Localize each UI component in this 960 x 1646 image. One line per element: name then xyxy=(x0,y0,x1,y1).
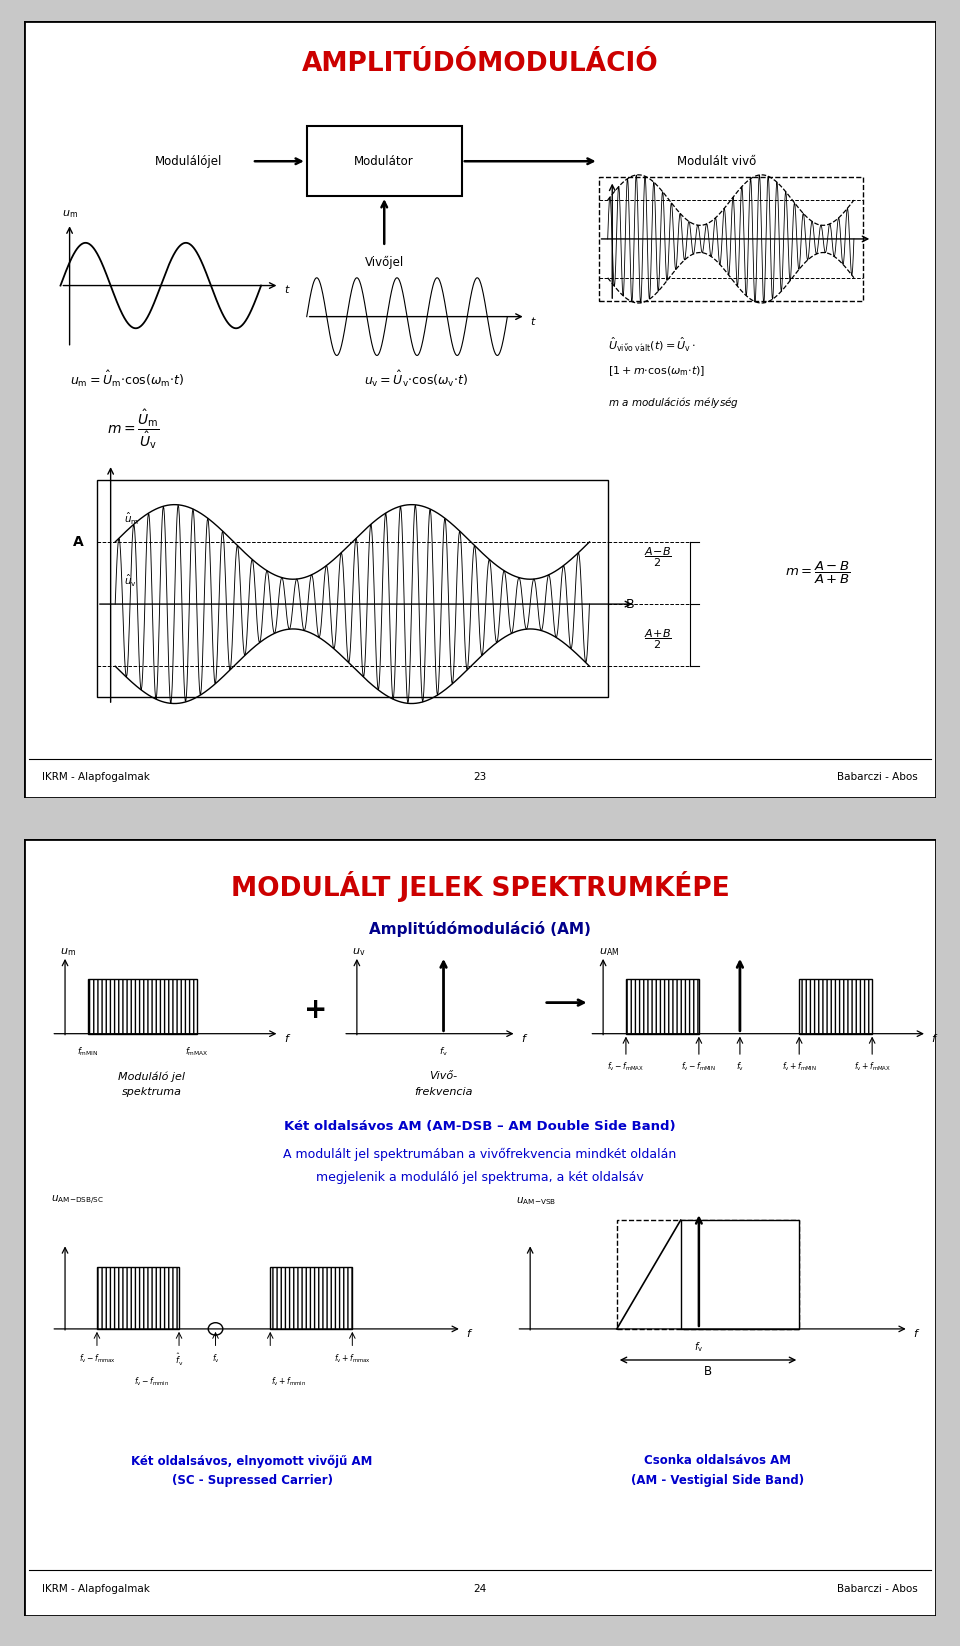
Bar xyxy=(271,1267,352,1328)
Text: IKRM - Alapfogalmak: IKRM - Alapfogalmak xyxy=(42,1583,150,1595)
Text: $m$ a modulációs mélység: $m$ a modulációs mélység xyxy=(608,395,739,410)
Text: $u_{\rm m}$: $u_{\rm m}$ xyxy=(62,207,79,219)
Text: $f_{\rm v}-f_{\rm mmax}$: $f_{\rm v}-f_{\rm mmax}$ xyxy=(79,1353,115,1365)
Text: Vivő-: Vivő- xyxy=(429,1072,458,1081)
Text: $f$: $f$ xyxy=(913,1327,921,1338)
Bar xyxy=(599,176,863,301)
Text: $f_{\rm v}-f_{\rm mMAX}$: $f_{\rm v}-f_{\rm mMAX}$ xyxy=(608,1062,644,1073)
Circle shape xyxy=(208,1323,223,1335)
Text: $m = \dfrac{A - B}{A + B}$: $m = \dfrac{A - B}{A + B}$ xyxy=(784,560,851,586)
Text: B: B xyxy=(704,1365,712,1378)
Text: $f_{\rm mMIN}$: $f_{\rm mMIN}$ xyxy=(77,1045,99,1058)
Text: $f$: $f$ xyxy=(467,1327,473,1338)
Bar xyxy=(88,979,198,1034)
Text: IKRM - Alapfogalmak: IKRM - Alapfogalmak xyxy=(42,772,150,782)
Text: $f$: $f$ xyxy=(931,1032,939,1044)
Text: $f_{\rm mMAX}$: $f_{\rm mMAX}$ xyxy=(185,1045,209,1058)
Bar xyxy=(681,1220,800,1328)
Text: Moduláló jel: Moduláló jel xyxy=(118,1072,185,1081)
Text: Két oldalsávos, elnyomott vivőjű AM: Két oldalsávos, elnyomott vivőjű AM xyxy=(132,1455,372,1468)
Text: $\hat{f}_{\rm v}$: $\hat{f}_{\rm v}$ xyxy=(175,1353,183,1368)
Text: Amplitúdómoduláció (AM): Amplitúdómoduláció (AM) xyxy=(369,920,591,937)
Text: $t$: $t$ xyxy=(284,283,291,295)
Text: $\dfrac{A\!-\!B}{2}$: $\dfrac{A\!-\!B}{2}$ xyxy=(644,546,672,570)
Text: $\hat{u}_{\rm v}$: $\hat{u}_{\rm v}$ xyxy=(125,573,137,589)
Text: $f_{\rm v}$: $f_{\rm v}$ xyxy=(694,1340,704,1355)
Text: $[1 + m{\cdot}\cos(\omega_{\rm m}{\cdot}t)]$: $[1 + m{\cdot}\cos(\omega_{\rm m}{\cdot}… xyxy=(608,364,705,379)
Text: spektruma: spektruma xyxy=(122,1086,181,1096)
Text: A: A xyxy=(73,535,84,548)
Text: megjelenik a moduláló jel spektruma, a két oldalsáv: megjelenik a moduláló jel spektruma, a k… xyxy=(316,1170,644,1183)
Text: 23: 23 xyxy=(473,772,487,782)
Text: $u_{\rm AM}$: $u_{\rm AM}$ xyxy=(599,946,619,958)
Text: $u_{\rm AM\!-\!DSB/SC}$: $u_{\rm AM\!-\!DSB/SC}$ xyxy=(52,1195,105,1207)
Text: $f_{\rm v}$: $f_{\rm v}$ xyxy=(439,1045,448,1058)
Text: $f_{\rm v}-f_{\rm mmin}$: $f_{\rm v}-f_{\rm mmin}$ xyxy=(134,1376,169,1388)
Text: Babarczi - Abos: Babarczi - Abos xyxy=(837,772,918,782)
Text: AMPLITÚDÓMODULÁCIÓ: AMPLITÚDÓMODULÁCIÓ xyxy=(301,51,659,77)
Text: $\hat{u}_{\rm m}$: $\hat{u}_{\rm m}$ xyxy=(125,510,139,527)
Text: B: B xyxy=(626,597,635,611)
Bar xyxy=(617,1220,799,1328)
Text: $f_{\rm v}$: $f_{\rm v}$ xyxy=(211,1353,220,1365)
Text: $u_{\rm v} = \hat{U}_{\rm v}{\cdot}\cos(\omega_{\rm v}{\cdot}t)$: $u_{\rm v} = \hat{U}_{\rm v}{\cdot}\cos(… xyxy=(364,369,468,388)
Text: $u_{\rm m} = \hat{U}_{\rm m}{\cdot}\cos(\omega_{\rm m}{\cdot}t)$: $u_{\rm m} = \hat{U}_{\rm m}{\cdot}\cos(… xyxy=(70,369,183,388)
Text: $f$: $f$ xyxy=(284,1032,291,1044)
Text: Modulálójel: Modulálójel xyxy=(155,155,222,168)
Text: $f_{\rm v}+f_{\rm mmax}$: $f_{\rm v}+f_{\rm mmax}$ xyxy=(334,1353,371,1365)
Text: Modulátor: Modulátor xyxy=(354,155,414,168)
Text: (AM - Vestigial Side Band): (AM - Vestigial Side Band) xyxy=(631,1473,804,1486)
Text: $f_{\rm v}+f_{\rm mMIN}$: $f_{\rm v}+f_{\rm mMIN}$ xyxy=(781,1062,817,1073)
Text: $f_{\rm v}+f_{\rm mmin}$: $f_{\rm v}+f_{\rm mmin}$ xyxy=(271,1376,306,1388)
Text: (SC - Supressed Carrier): (SC - Supressed Carrier) xyxy=(172,1473,332,1486)
Text: $t$: $t$ xyxy=(530,314,537,326)
Text: Vivőjel: Vivőjel xyxy=(365,255,404,268)
Text: 24: 24 xyxy=(473,1583,487,1595)
Text: $f$: $f$ xyxy=(521,1032,528,1044)
Text: $m = \dfrac{\hat{U}_{\rm m}}{\hat{U}_{\rm v}}$: $m = \dfrac{\hat{U}_{\rm m}}{\hat{U}_{\r… xyxy=(108,408,159,451)
Text: A modulált jel spektrumában a vivőfrekvencia mindkét oldalán: A modulált jel spektrumában a vivőfrekve… xyxy=(283,1147,677,1160)
Text: $u_{\rm v}$: $u_{\rm v}$ xyxy=(352,946,366,958)
Text: $u_{\rm m}$: $u_{\rm m}$ xyxy=(60,946,77,958)
Text: $u_{\rm AM\!-\!VSB}$: $u_{\rm AM\!-\!VSB}$ xyxy=(516,1195,557,1207)
Bar xyxy=(799,979,873,1034)
Text: $\hat{U}_{\rm viv\H{o}\ v\'alt}(t) = \hat{U}_{\rm v}\cdot$: $\hat{U}_{\rm viv\H{o}\ v\'alt}(t) = \ha… xyxy=(608,334,696,352)
Bar xyxy=(97,479,608,698)
Bar xyxy=(97,1267,180,1328)
Text: frekvencia: frekvencia xyxy=(415,1086,472,1096)
Text: Modulált vivő: Modulált vivő xyxy=(678,155,756,168)
Text: MODULÁLT JELEK SPEKTRUMKÉPE: MODULÁLT JELEK SPEKTRUMKÉPE xyxy=(230,871,730,902)
Text: $f_{\rm v}+f_{\rm mMAX}$: $f_{\rm v}+f_{\rm mMAX}$ xyxy=(853,1062,891,1073)
Bar xyxy=(307,127,462,196)
Text: $f_{\rm v}$: $f_{\rm v}$ xyxy=(735,1062,744,1073)
Text: Két oldalsávos AM (AM-DSB – AM Double Side Band): Két oldalsávos AM (AM-DSB – AM Double Si… xyxy=(284,1121,676,1134)
Text: +: + xyxy=(304,996,327,1024)
Text: $\dfrac{A\!+\!B}{2}$: $\dfrac{A\!+\!B}{2}$ xyxy=(644,627,672,650)
Text: $f_{\rm v}-f_{\rm mMIN}$: $f_{\rm v}-f_{\rm mMIN}$ xyxy=(682,1062,716,1073)
Bar xyxy=(626,979,699,1034)
Text: Babarczi - Abos: Babarczi - Abos xyxy=(837,1583,918,1595)
Text: Csonka oldalsávos AM: Csonka oldalsávos AM xyxy=(643,1455,791,1468)
